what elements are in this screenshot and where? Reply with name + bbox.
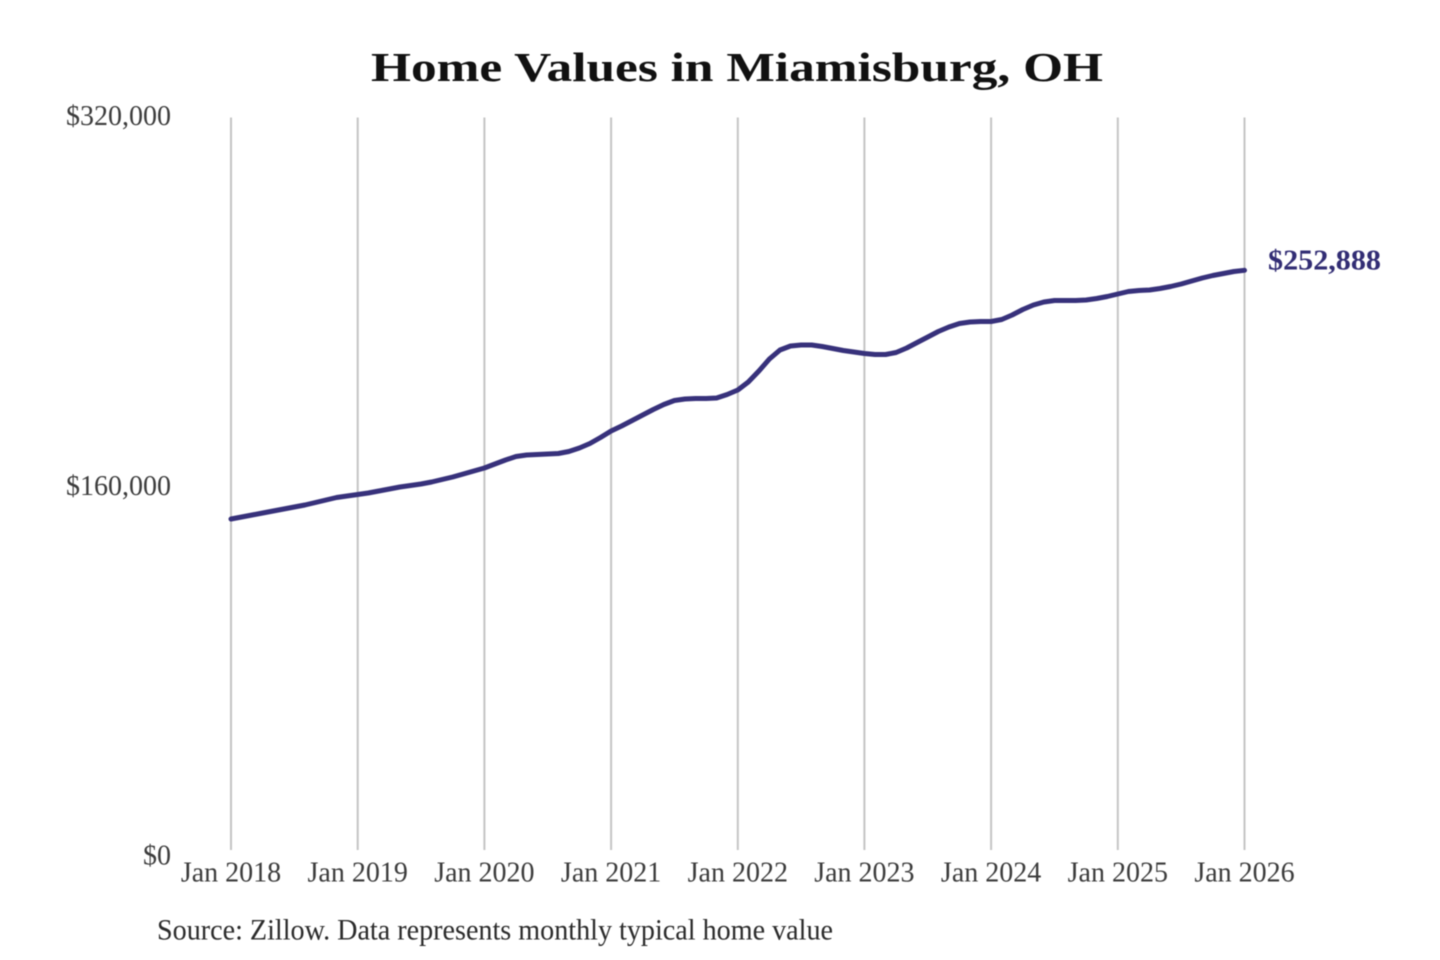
svg-text:Jan 2026: Jan 2026 [1194,858,1294,889]
svg-text:$0: $0 [143,841,171,872]
svg-text:Jan 2018: Jan 2018 [181,858,281,889]
svg-text:$320,000: $320,000 [66,101,171,132]
svg-text:Jan 2022: Jan 2022 [688,858,788,889]
svg-text:Jan 2021: Jan 2021 [561,858,661,889]
svg-text:Jan 2024: Jan 2024 [941,858,1041,889]
svg-text:Jan 2020: Jan 2020 [434,858,534,889]
svg-text:$160,000: $160,000 [66,471,171,502]
svg-text:Jan 2023: Jan 2023 [814,858,914,889]
svg-text:Home Values in Miamisburg, OH: Home Values in Miamisburg, OH [371,44,1103,90]
svg-text:Jan 2025: Jan 2025 [1068,858,1168,889]
svg-text:$252,888: $252,888 [1268,245,1381,277]
svg-text:Jan 2019: Jan 2019 [308,858,408,889]
svg-text:Source: Zillow. Data represent: Source: Zillow. Data represents monthly … [157,914,833,947]
